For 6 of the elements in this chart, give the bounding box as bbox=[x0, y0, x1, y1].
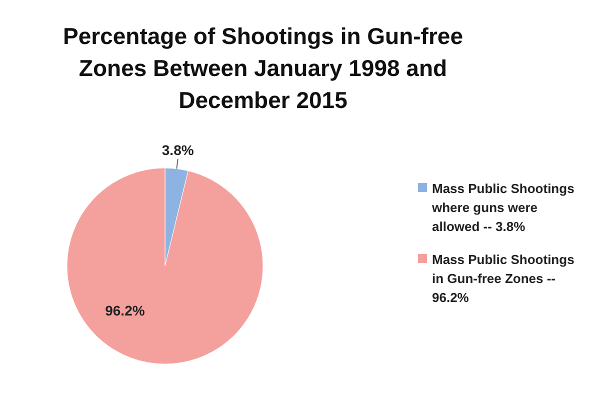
data-label: 3.8% bbox=[162, 142, 194, 158]
pie-slice bbox=[66, 168, 264, 364]
data-label: 96.2% bbox=[105, 302, 146, 318]
legend-label: Mass Public Shootings in Gun-free Zones -- 96.2% bbox=[432, 252, 574, 305]
chart-title: Percentage of Shootings in Gun-free Zones Between January 1998 and December 2015 bbox=[63, 23, 463, 113]
legend-label: Mass Public Shootings where guns were allowed -- 3.8% bbox=[431, 181, 574, 234]
